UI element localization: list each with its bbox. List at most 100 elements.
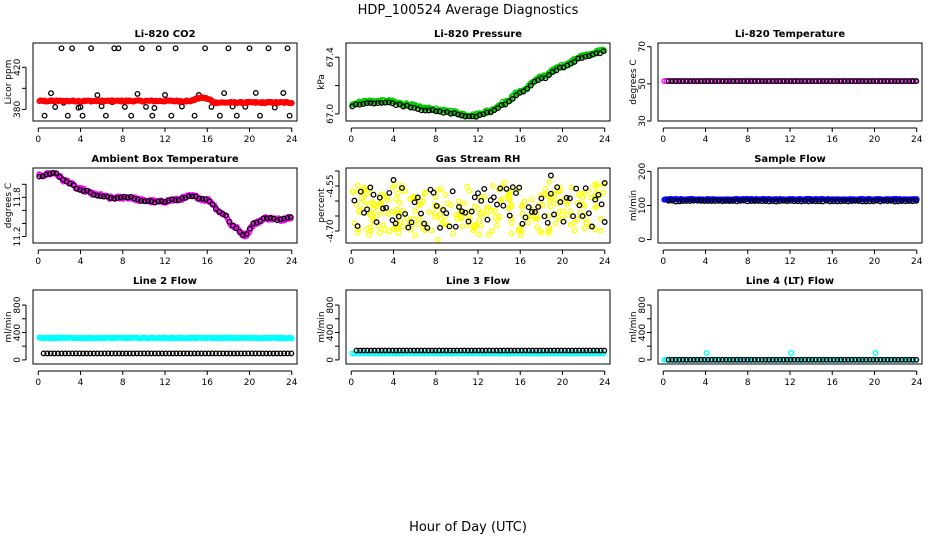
x-tick-label: 16 — [202, 257, 214, 267]
data-point — [591, 182, 598, 189]
data-point — [776, 198, 783, 204]
series-line-1 — [665, 78, 920, 85]
chart-panel-6: Sample Flow ml/min 0 4 8 12 16 20 24 0 100 200 — [629, 154, 923, 267]
data-point — [672, 78, 679, 85]
data-point — [784, 198, 790, 205]
data-point — [744, 198, 751, 205]
data-point — [726, 198, 733, 204]
y-tick-label: 50 — [638, 78, 648, 90]
data-point — [571, 227, 578, 234]
data-point — [491, 208, 498, 214]
panel-title: Line 3 Flow — [446, 276, 510, 287]
plot-frame — [32, 289, 298, 365]
data-point — [715, 356, 722, 363]
y-axis-label: ml/min — [4, 311, 14, 342]
data-point — [726, 78, 733, 85]
x-tick-label: 24 — [911, 135, 923, 145]
data-point — [399, 184, 405, 191]
data-point — [250, 220, 257, 227]
data-point — [498, 102, 505, 109]
data-point — [712, 78, 719, 85]
data-point — [723, 197, 729, 204]
series-line-2 — [40, 350, 295, 357]
data-point — [891, 78, 898, 85]
data-point — [425, 347, 432, 354]
data-point — [243, 231, 250, 238]
x-tick-label: 20 — [557, 378, 569, 388]
data-point — [593, 203, 600, 210]
data-point — [476, 112, 483, 119]
data-point — [212, 205, 219, 212]
data-point — [134, 90, 141, 97]
data-point — [758, 78, 765, 85]
data-point — [354, 223, 361, 230]
data-point — [288, 350, 295, 357]
data-point — [909, 356, 916, 363]
data-point — [690, 78, 697, 85]
x-tick-label: 4 — [78, 378, 84, 388]
series-line-1 — [665, 197, 920, 205]
data-point — [873, 78, 880, 85]
data-point — [519, 220, 526, 227]
data-point — [553, 67, 560, 74]
data-point — [841, 356, 848, 363]
data-point — [433, 108, 440, 115]
data-point — [751, 356, 758, 363]
data-point — [755, 78, 762, 85]
data-point — [581, 225, 588, 232]
data-point — [267, 215, 274, 221]
data-point — [586, 347, 593, 354]
data-point — [49, 169, 56, 176]
data-point — [376, 194, 383, 201]
x-tick-label: 12 — [159, 135, 170, 145]
data-point — [360, 347, 367, 354]
data-point — [162, 198, 168, 205]
data-point — [248, 350, 255, 357]
data-point — [216, 350, 223, 357]
data-point — [500, 202, 507, 209]
data-point — [360, 101, 367, 108]
data-point — [62, 350, 69, 357]
data-point — [794, 78, 801, 85]
data-point — [773, 78, 780, 85]
data-point — [455, 198, 462, 205]
x-tick-label: 24 — [599, 135, 611, 145]
data-point — [366, 231, 372, 238]
data-point — [590, 347, 597, 354]
chart-panel-3: Li-820 Temperature degrees C 0 4 8 12 16 20 24 30… — [629, 29, 923, 145]
data-point — [511, 347, 518, 354]
data-point — [76, 350, 83, 357]
data-point — [823, 356, 830, 363]
data-point — [191, 350, 198, 357]
data-point — [669, 197, 676, 204]
data-point — [802, 198, 808, 204]
data-point — [284, 350, 291, 357]
x-tick-label: 16 — [827, 378, 839, 388]
data-point — [866, 198, 873, 205]
data-point — [816, 78, 823, 85]
x-tick-label: 16 — [827, 135, 839, 145]
data-point — [570, 213, 576, 220]
data-point — [589, 223, 595, 230]
data-point — [845, 78, 852, 85]
y-tick-label: 800 — [13, 296, 23, 313]
x-tick-label: 4 — [78, 135, 84, 145]
data-point — [884, 356, 891, 363]
data-point — [881, 78, 887, 85]
x-tick-label: 0 — [660, 257, 666, 267]
data-point — [705, 197, 712, 204]
data-point — [411, 347, 417, 354]
data-point — [519, 210, 526, 217]
data-point — [196, 195, 202, 202]
data-point — [358, 195, 365, 202]
data-point — [598, 201, 605, 208]
data-point — [52, 104, 59, 110]
data-point — [385, 99, 392, 106]
y-tick-label: 380 — [13, 101, 23, 118]
data-point — [80, 187, 87, 194]
data-point — [701, 198, 708, 205]
data-point — [465, 113, 472, 120]
data-point — [773, 198, 780, 205]
data-point — [487, 197, 494, 204]
data-point — [429, 347, 435, 354]
